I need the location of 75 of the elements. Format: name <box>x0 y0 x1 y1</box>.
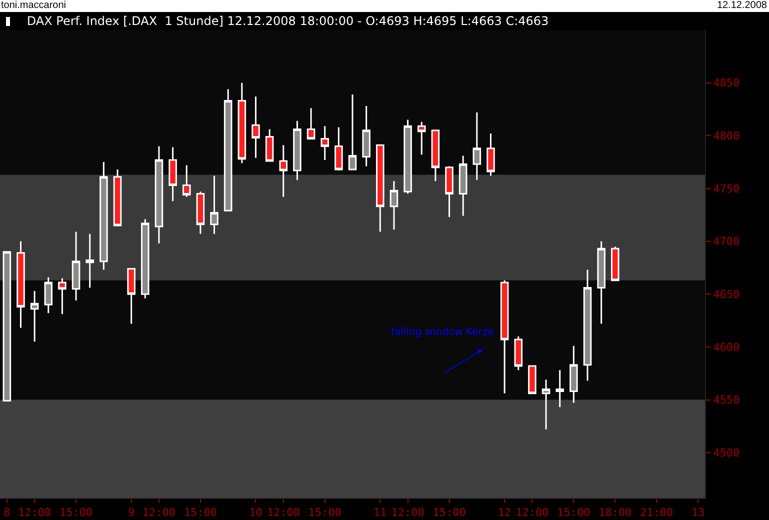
candlestick <box>182 164 191 198</box>
candlestick <box>528 365 536 394</box>
candlestick <box>2 251 12 402</box>
candlestick <box>390 180 398 230</box>
x-tick-label: 12:00 <box>18 506 52 520</box>
candlestick <box>154 145 164 244</box>
candlestick <box>30 290 39 342</box>
x-tick-label: 11 <box>374 506 387 520</box>
x-tick-label: 15:00 <box>308 506 342 520</box>
annotation: falling window Kerze <box>391 327 494 338</box>
chart-title: DAX Perf. Index [.DAX 1 Stunde] 12.12.2008 18:00:00 - O:4693 H:4695 L:4663 C:4663 <box>26 14 549 28</box>
candlestick <box>334 126 343 172</box>
candlestick <box>293 120 302 181</box>
x-tick-label: 15:00 <box>557 506 590 520</box>
candlestick <box>417 121 426 156</box>
candlestick <box>238 82 246 164</box>
x-tick-label: 12:00 <box>516 506 549 520</box>
x-tick-label: 13 <box>691 506 705 520</box>
candlestick <box>252 96 260 159</box>
candlestick <box>196 190 205 235</box>
x-tick-label: 12:00 <box>391 506 424 520</box>
x-tick-label: 15:00 <box>59 506 93 520</box>
candlestick <box>472 112 482 181</box>
x-tick-label: 21:00 <box>640 506 674 520</box>
x-tick-label: 18:00 <box>598 506 632 520</box>
candlestick <box>210 175 218 235</box>
candlestick <box>100 161 108 271</box>
y-tick-label: 4550 <box>713 394 740 407</box>
candlestick <box>583 269 592 382</box>
candlestick <box>542 378 550 430</box>
candlestick <box>445 166 454 218</box>
candlestick <box>320 125 329 161</box>
candlestick <box>348 94 357 170</box>
x-tick-label: 12:00 <box>266 506 300 520</box>
candlestick <box>362 105 370 168</box>
candlestick <box>306 107 316 140</box>
candlestick <box>279 144 288 198</box>
x-tick-label: 12:00 <box>142 506 176 520</box>
candlestick <box>224 88 232 212</box>
candlestick <box>486 132 495 177</box>
x-tick-label: 12 <box>498 506 512 520</box>
candlestick <box>113 168 122 226</box>
candlestick <box>86 233 94 289</box>
x-tick-label: 15:00 <box>432 506 466 520</box>
x-tick-label: 9 <box>128 506 135 520</box>
y-tick-label: 4700 <box>713 235 740 248</box>
candlestick <box>556 369 564 408</box>
candlestick <box>597 240 606 324</box>
text: toni.maccaroni <box>1 0 66 12</box>
y-tick-label: 4850 <box>713 76 740 90</box>
x-tick-label: 8 <box>4 506 10 520</box>
candlestick <box>570 345 578 404</box>
y-tick-label: 4500 <box>713 446 740 460</box>
candlestick <box>16 240 25 329</box>
candlestick <box>265 128 274 162</box>
y-tick-label: 4650 <box>713 288 740 301</box>
candlestick <box>376 144 384 233</box>
candlestick <box>127 268 136 324</box>
y-tick-label: 4800 <box>713 129 740 142</box>
candlestick <box>514 336 523 371</box>
x-tick-label: 15:00 <box>184 506 218 520</box>
candlestick <box>141 218 150 300</box>
candlestick <box>458 154 468 217</box>
candlestick <box>72 231 80 302</box>
candlestick <box>500 280 509 394</box>
x-tick-label: 10 <box>249 506 262 520</box>
candlestick <box>404 119 412 194</box>
candlestick <box>44 276 53 314</box>
candlestick <box>611 246 620 282</box>
candlestick <box>431 130 440 182</box>
candlestick <box>58 278 66 315</box>
y-tick-label: 4600 <box>713 340 740 354</box>
candlestick <box>168 146 177 202</box>
y-tick-label: 4750 <box>713 182 740 196</box>
text: 12.12.2008 <box>716 0 767 12</box>
